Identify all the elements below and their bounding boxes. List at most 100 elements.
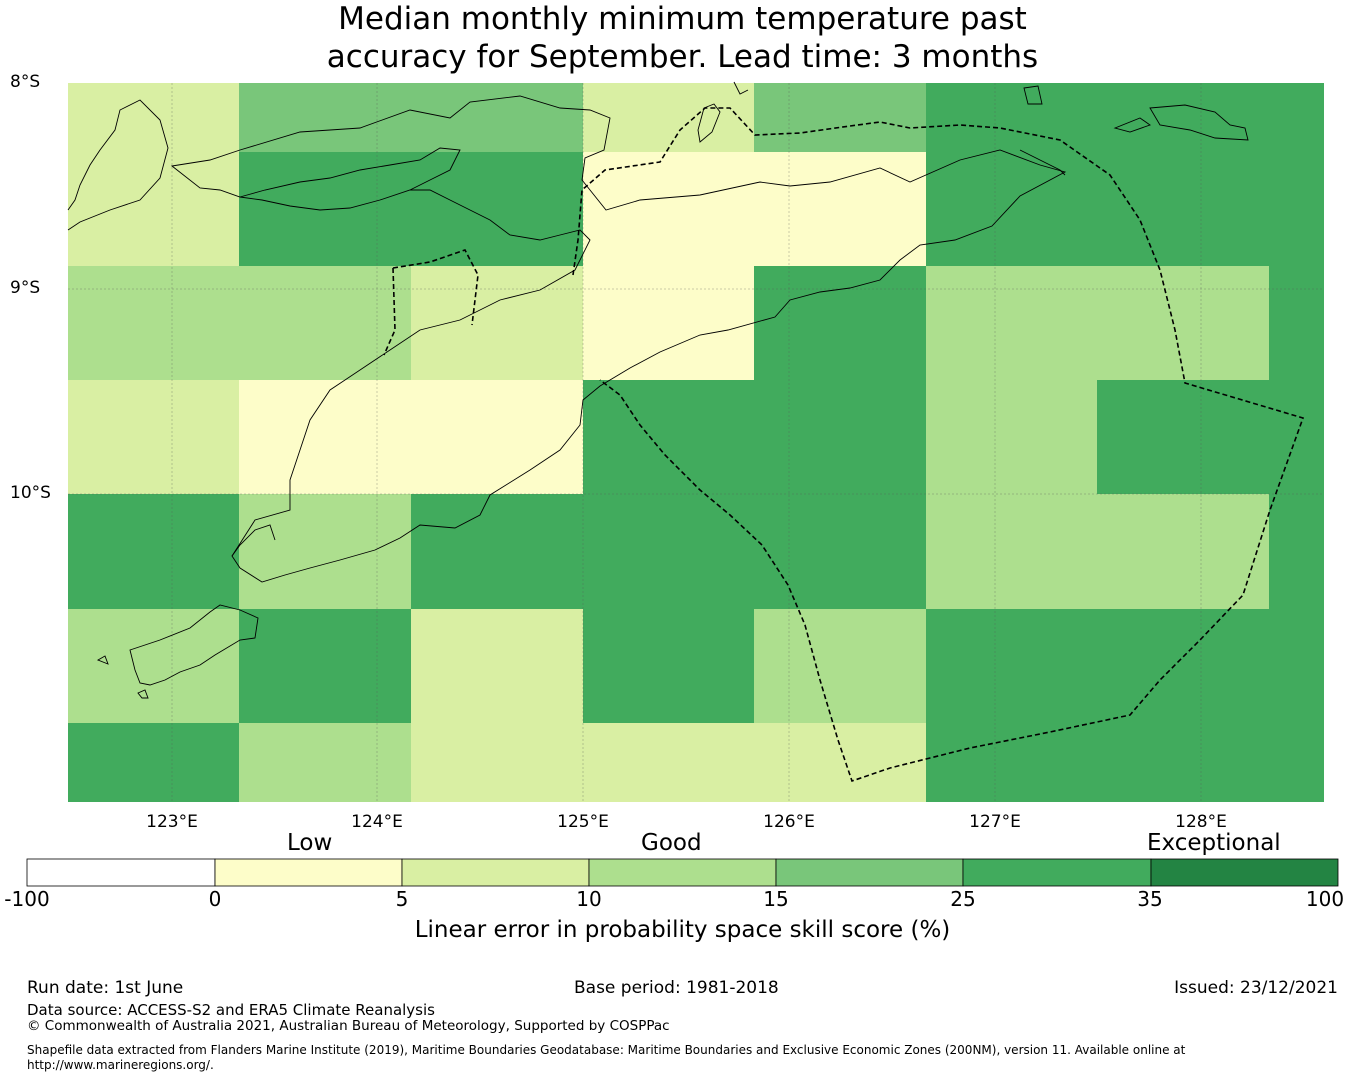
grid-cell <box>754 266 926 380</box>
map-title: Median monthly minimum temperature past … <box>0 0 1365 76</box>
grid-cell <box>754 380 926 494</box>
grid-cell <box>239 609 411 723</box>
colorbar-tick: 10 <box>576 887 602 911</box>
grid-cell <box>754 723 926 802</box>
grid-cell <box>926 266 1097 380</box>
colorbar-segment <box>962 858 1152 887</box>
lat-label-8s: 8°S <box>10 72 41 92</box>
colorbar <box>26 858 1339 887</box>
grid-cell <box>68 266 239 380</box>
grid-cell <box>239 266 411 380</box>
grid-cell <box>1097 380 1269 494</box>
lon-label-124e: 124°E <box>351 812 403 832</box>
coastlines <box>67 81 1249 699</box>
grid-cell <box>583 494 754 609</box>
grid-cell <box>68 380 239 494</box>
grid-cell <box>1269 609 1324 723</box>
grid-cell <box>583 609 754 723</box>
copyright-notice: © Commonwealth of Australia 2021, Austra… <box>27 1018 670 1034</box>
category-exceptional: Exceptional <box>1147 830 1281 856</box>
grid-cell <box>411 83 583 152</box>
grid-cell <box>1269 83 1324 152</box>
lat-label-9s: 9°S <box>10 278 41 298</box>
grid-cell <box>754 494 926 609</box>
timor-coastline <box>170 95 1067 583</box>
colorbar-segment <box>401 858 590 887</box>
grid-cell <box>583 380 754 494</box>
category-low: Low <box>287 830 333 856</box>
lat-label-10s: 10°S <box>10 483 51 503</box>
colorbar-tick: 0 <box>208 887 222 911</box>
grid-cell <box>1097 723 1269 802</box>
lon-label-126e: 126°E <box>763 812 815 832</box>
lon-label-125e: 125°E <box>557 812 609 832</box>
lon-label-127e: 127°E <box>969 812 1021 832</box>
grid-cell <box>1269 723 1324 802</box>
alor-coastline <box>239 147 461 198</box>
colorbar-tick: 15 <box>763 887 789 911</box>
grid-cell <box>411 380 583 494</box>
grid-cell <box>239 152 411 266</box>
grid-cell <box>1269 494 1324 609</box>
grid-cell <box>1269 152 1324 266</box>
grid-cell <box>239 380 411 494</box>
grid-cell <box>754 83 926 152</box>
grid-cell <box>411 494 583 609</box>
title-line-1: Median monthly minimum temperature past <box>338 1 1027 37</box>
grid-cell <box>583 152 754 266</box>
lon-label-128e: 128°E <box>1175 812 1227 832</box>
grid-cell <box>239 723 411 802</box>
grid-cell <box>583 723 754 802</box>
grid-cell <box>1097 494 1269 609</box>
colorbar-tick: 100 <box>1305 887 1345 911</box>
lon-label-123e: 123°E <box>146 812 198 832</box>
grid-cell <box>754 152 926 266</box>
grid-cell <box>1097 266 1269 380</box>
grid-cell <box>1269 266 1324 380</box>
atauro-coastline <box>697 81 749 143</box>
colorbar-caption: Linear error in probability space skill … <box>414 917 951 943</box>
grid-cell <box>239 83 411 152</box>
grid-cell <box>68 152 239 266</box>
colorbar-segment <box>26 858 216 887</box>
colorbar-tick: 35 <box>1137 887 1163 911</box>
grid-cell <box>926 83 1269 152</box>
grid-cell <box>68 83 239 152</box>
issued-date: Issued: 23/12/2021 <box>1174 978 1338 998</box>
colorbar-segment <box>1150 858 1339 887</box>
grid-cell <box>68 494 239 609</box>
grid-cell <box>754 609 926 723</box>
graticule <box>68 83 1324 802</box>
sumba-coastline <box>96 524 276 699</box>
grid-cell <box>926 152 1269 266</box>
category-good: Good <box>641 830 702 856</box>
grid-cell <box>68 723 239 802</box>
grid-cell <box>411 723 583 802</box>
grid-cell <box>926 723 1097 802</box>
colorbar-segment <box>775 858 964 887</box>
wetar-coastline <box>1019 85 1249 176</box>
grid-cell <box>583 266 754 380</box>
colorbar-segment <box>588 858 777 887</box>
colorbar-tick: 5 <box>395 887 409 911</box>
timor-leste-eez-boundary <box>572 107 1305 783</box>
grid-cell <box>926 609 1097 723</box>
grid-cell <box>411 152 583 266</box>
grid-cell <box>926 494 1097 609</box>
grid-cell <box>411 266 583 380</box>
colorbar-tick: 25 <box>950 887 976 911</box>
grid-cell <box>239 494 411 609</box>
grid-cell <box>1097 609 1269 723</box>
grid-cell <box>926 380 1097 494</box>
title-line-2: accuracy for September. Lead time: 3 mon… <box>326 39 1039 75</box>
grid-cell <box>411 609 583 723</box>
skill-score-grid <box>68 83 1324 802</box>
grid-cell <box>583 83 754 152</box>
shapefile-credit-line-2: http://www.marineregions.org/. <box>27 1058 214 1072</box>
maritime-boundaries <box>383 107 1305 783</box>
colorbar-segment <box>214 858 403 887</box>
colorbar-tick: -100 <box>4 887 50 911</box>
base-period: Base period: 1981-2018 <box>574 978 779 998</box>
shapefile-credit-line-1: Shapefile data extracted from Flanders M… <box>27 1043 1186 1057</box>
